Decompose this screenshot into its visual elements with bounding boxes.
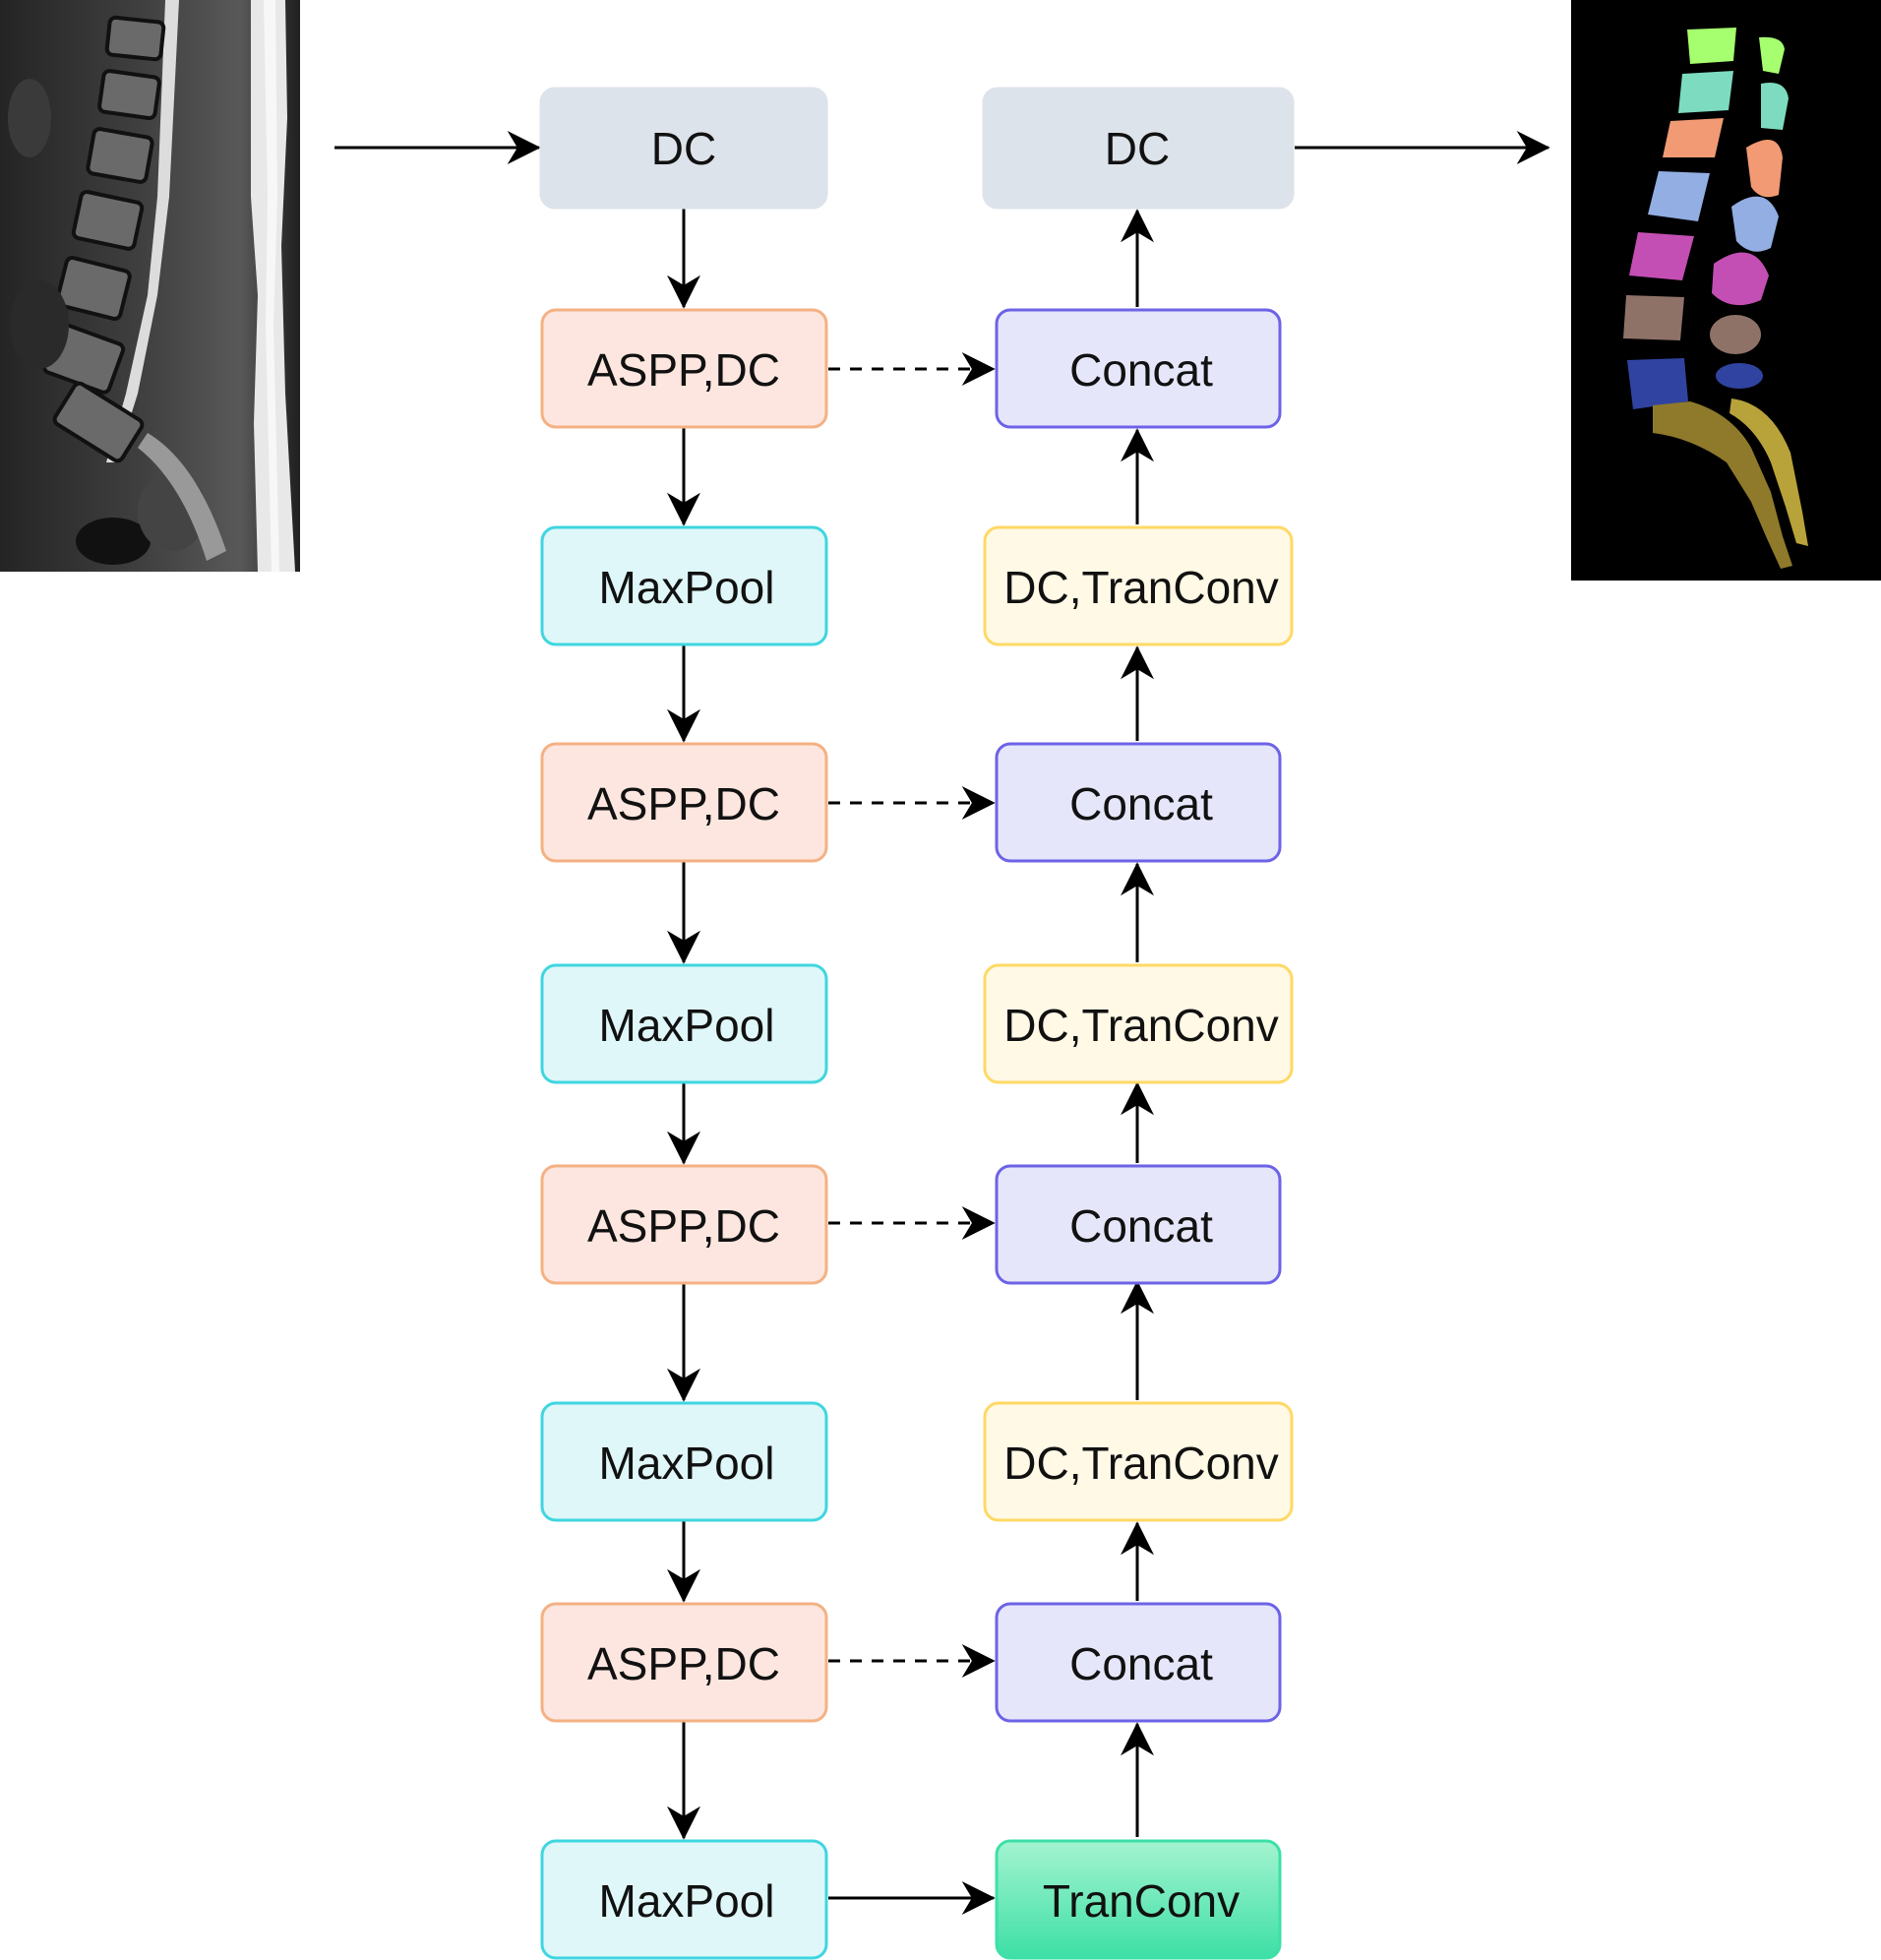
encoder-aspp-label-3: ASPP,DC	[587, 1200, 780, 1252]
encoder-maxpool-label-1: MaxPool	[599, 562, 775, 613]
decoder-concat-block-1: Concat	[995, 308, 1282, 429]
decoder-upconv-block-1: DC,TranConv	[983, 525, 1294, 646]
bottleneck-tranconv-block: TranConv	[995, 1839, 1282, 1960]
encoder-maxpool-label-2: MaxPool	[599, 1000, 775, 1051]
decoder-concat-label-3: Concat	[1069, 1200, 1213, 1252]
encoder-aspp-label-1: ASPP,DC	[587, 344, 780, 396]
decoder-upconv-block-2: DC,TranConv	[983, 963, 1294, 1084]
decoder-concat-block-3: Concat	[995, 1164, 1282, 1285]
encoder-maxpool-block-1: MaxPool	[540, 525, 828, 646]
output-segmentation-image	[1571, 0, 1881, 581]
encoder-aspp-label-2: ASPP,DC	[587, 778, 780, 829]
encoder-aspp-block-3: ASPP,DC	[540, 1164, 828, 1285]
encoder-aspp-label-4: ASPP,DC	[587, 1638, 780, 1689]
decoder-column: DC Concat DC,TranConv Concat DC,TranConv…	[982, 87, 1295, 1960]
decoder-dc-label: DC	[1105, 123, 1170, 174]
decoder-concat-block-2: Concat	[995, 742, 1282, 863]
decoder-upconv-label-1: DC,TranConv	[1003, 562, 1278, 613]
decoder-upconv-label-2: DC,TranConv	[1003, 1000, 1278, 1051]
bottleneck-tranconv-label: TranConv	[1043, 1875, 1240, 1927]
connectors	[334, 131, 1550, 1915]
decoder-concat-label-4: Concat	[1069, 1638, 1213, 1689]
input-mri-image	[0, 0, 300, 572]
encoder-maxpool-label-3: MaxPool	[599, 1438, 775, 1489]
encoder-maxpool-block-2: MaxPool	[540, 963, 828, 1084]
decoder-upconv-block-3: DC,TranConv	[983, 1401, 1294, 1522]
encoder-dc-label: DC	[651, 123, 716, 174]
encoder-dc-block: DC	[539, 87, 828, 210]
encoder-aspp-block-2: ASPP,DC	[540, 742, 828, 863]
decoder-concat-block-4: Concat	[995, 1602, 1282, 1723]
encoder-maxpool-block-3: MaxPool	[540, 1401, 828, 1522]
decoder-upconv-label-3: DC,TranConv	[1003, 1438, 1278, 1489]
encoder-aspp-block-4: ASPP,DC	[540, 1602, 828, 1723]
encoder-column: DC ASPP,DC MaxPool ASPP,DC MaxPool ASPP,…	[539, 87, 828, 1960]
encoder-maxpool-block-4: MaxPool	[540, 1839, 828, 1960]
decoder-concat-label-1: Concat	[1069, 344, 1213, 396]
decoder-concat-label-2: Concat	[1069, 778, 1213, 829]
encoder-maxpool-label-4: MaxPool	[599, 1875, 775, 1927]
decoder-dc-block: DC	[982, 87, 1295, 210]
encoder-aspp-block-1: ASPP,DC	[540, 308, 828, 429]
